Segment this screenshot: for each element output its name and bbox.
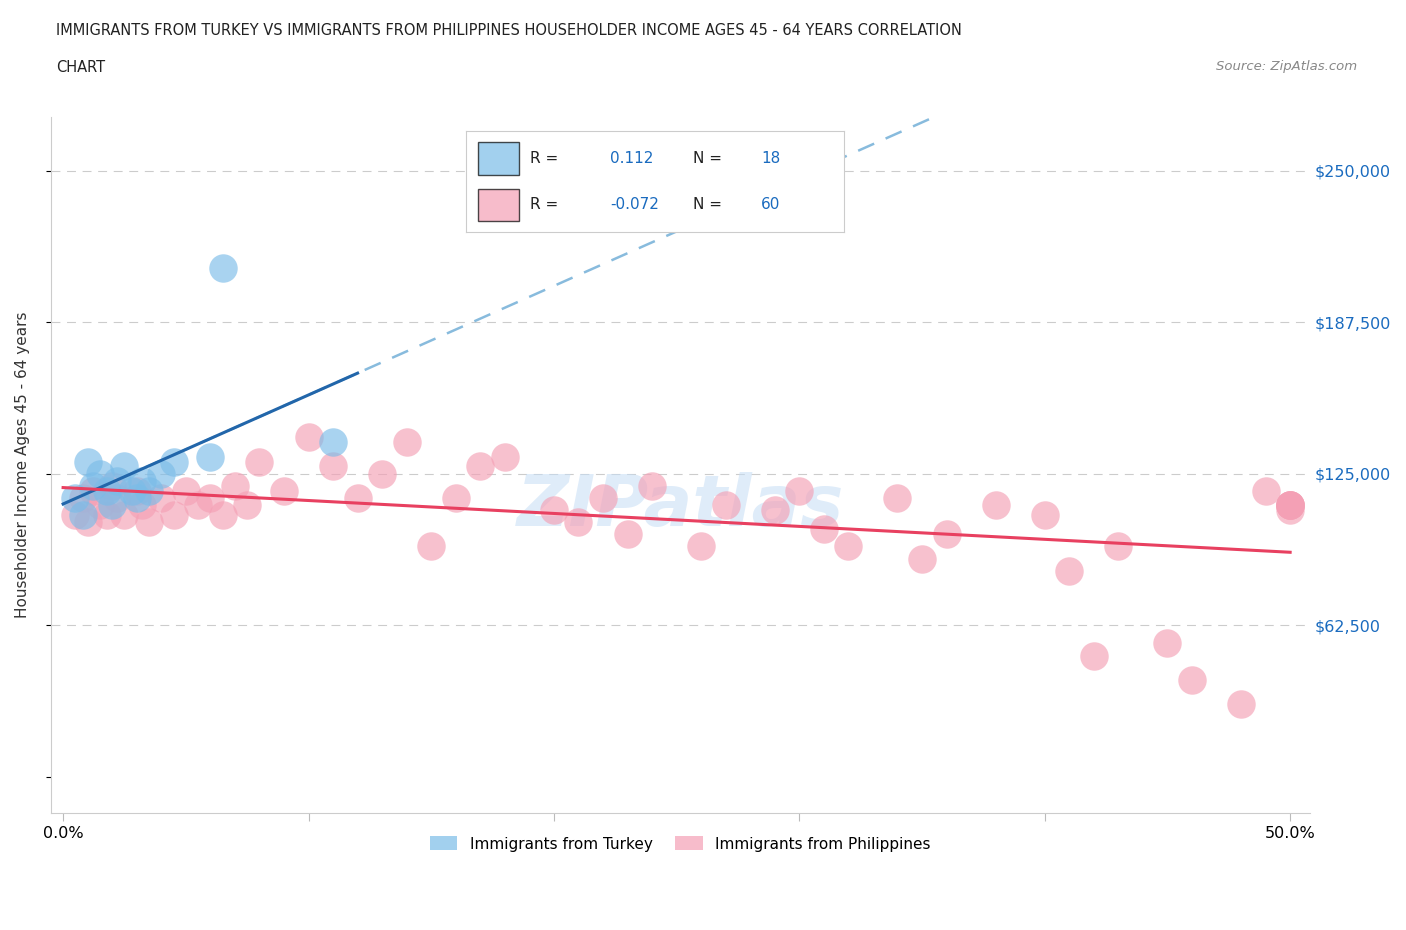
Point	[1230, 697, 1253, 711]
Point	[1181, 672, 1204, 687]
Point	[131, 498, 153, 512]
Point	[249, 454, 271, 469]
Point	[494, 449, 516, 464]
Point	[131, 473, 153, 488]
Point	[96, 484, 118, 498]
Point	[211, 508, 233, 523]
Point	[444, 490, 467, 505]
Point	[789, 484, 811, 498]
Point	[395, 434, 418, 449]
Point	[322, 459, 344, 474]
Point	[200, 490, 222, 505]
Point	[1279, 498, 1302, 512]
Point	[174, 484, 197, 498]
Point	[138, 484, 160, 498]
Point	[1279, 498, 1302, 512]
Point	[346, 490, 368, 505]
Point	[162, 508, 184, 523]
Point	[886, 490, 908, 505]
Point	[420, 539, 443, 554]
Point	[76, 454, 98, 469]
Point	[567, 514, 589, 529]
Point	[138, 514, 160, 529]
Point	[236, 498, 259, 512]
Point	[224, 478, 246, 493]
Point	[1156, 636, 1178, 651]
Text: CHART: CHART	[56, 60, 105, 75]
Point	[89, 498, 111, 512]
Point	[322, 434, 344, 449]
Point	[125, 484, 148, 498]
Point	[641, 478, 664, 493]
Point	[211, 260, 233, 275]
Point	[543, 502, 565, 517]
Point	[1279, 498, 1302, 512]
Point	[470, 459, 492, 474]
Point	[837, 539, 859, 554]
Point	[65, 508, 87, 523]
Text: ZIPatlas: ZIPatlas	[516, 472, 844, 541]
Point	[101, 478, 124, 493]
Point	[984, 498, 1007, 512]
Point	[1279, 502, 1302, 517]
Point	[162, 454, 184, 469]
Point	[114, 508, 136, 523]
Legend: Immigrants from Turkey, Immigrants from Philippines: Immigrants from Turkey, Immigrants from …	[423, 830, 936, 857]
Point	[1083, 648, 1105, 663]
Point	[935, 527, 957, 542]
Point	[763, 502, 786, 517]
Point	[371, 466, 394, 481]
Point	[105, 473, 128, 488]
Point	[121, 484, 143, 498]
Point	[72, 508, 94, 523]
Point	[592, 490, 614, 505]
Point	[616, 527, 638, 542]
Point	[200, 449, 222, 464]
Point	[1059, 564, 1081, 578]
Point	[125, 490, 148, 505]
Point	[82, 478, 104, 493]
Point	[105, 490, 128, 505]
Point	[813, 522, 835, 537]
Text: Source: ZipAtlas.com: Source: ZipAtlas.com	[1216, 60, 1357, 73]
Point	[72, 490, 94, 505]
Point	[1107, 539, 1129, 554]
Point	[101, 498, 124, 512]
Point	[76, 514, 98, 529]
Point	[297, 430, 319, 445]
Point	[150, 466, 173, 481]
Point	[1279, 498, 1302, 512]
Text: IMMIGRANTS FROM TURKEY VS IMMIGRANTS FROM PHILIPPINES HOUSEHOLDER INCOME AGES 45: IMMIGRANTS FROM TURKEY VS IMMIGRANTS FRO…	[56, 23, 962, 38]
Point	[96, 508, 118, 523]
Point	[89, 466, 111, 481]
Point	[150, 490, 173, 505]
Point	[690, 539, 713, 554]
Point	[187, 498, 209, 512]
Point	[1254, 484, 1277, 498]
Point	[65, 490, 87, 505]
Point	[1033, 508, 1056, 523]
Point	[714, 498, 737, 512]
Point	[911, 551, 934, 566]
Point	[82, 484, 104, 498]
Y-axis label: Householder Income Ages 45 - 64 years: Householder Income Ages 45 - 64 years	[15, 312, 30, 618]
Point	[273, 484, 295, 498]
Point	[114, 459, 136, 474]
Point	[1279, 498, 1302, 512]
